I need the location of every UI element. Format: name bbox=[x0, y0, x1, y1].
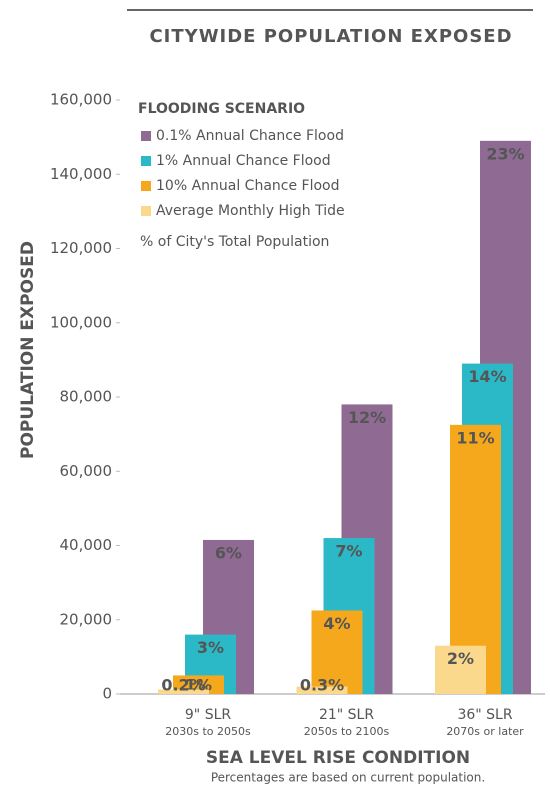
x-tick-sublabel: 2050s to 2100s bbox=[304, 725, 390, 738]
percent-label: 14% bbox=[468, 367, 506, 386]
legend-swatch bbox=[141, 131, 151, 141]
y-tick-label: 160,000 bbox=[50, 91, 112, 109]
legend-label: 1% Annual Chance Flood bbox=[156, 153, 331, 169]
legend-extra: % of City's Total Population bbox=[140, 234, 329, 250]
legend-label: Average Monthly High Tide bbox=[156, 203, 345, 219]
percent-label: 4% bbox=[323, 614, 350, 633]
x-tick-label: 36" SLR bbox=[457, 707, 512, 723]
y-tick-label: 60,000 bbox=[60, 462, 113, 480]
bar bbox=[173, 675, 224, 694]
bar bbox=[158, 689, 209, 694]
percent-label: 3% bbox=[197, 638, 224, 657]
footnote: Percentages are based on current populat… bbox=[211, 771, 485, 785]
x-tick-sublabel: 2070s or later bbox=[446, 725, 524, 738]
percent-label: 7% bbox=[335, 542, 362, 561]
percent-label: 12% bbox=[348, 408, 386, 427]
x-tick-sublabel: 2030s to 2050s bbox=[165, 725, 251, 738]
y-tick-label: 40,000 bbox=[60, 536, 113, 554]
legend-swatch bbox=[141, 181, 151, 191]
x-tick-label: 9" SLR bbox=[185, 707, 231, 723]
percent-label: 11% bbox=[456, 428, 494, 447]
percent-label: 23% bbox=[486, 144, 524, 163]
legend-swatch bbox=[141, 206, 151, 216]
bar bbox=[296, 686, 348, 694]
y-tick-label: 140,000 bbox=[50, 165, 112, 183]
x-axis-label: SEA LEVEL RISE CONDITION bbox=[206, 748, 470, 768]
y-axis-label: POPULATION EXPOSED bbox=[18, 241, 38, 459]
percent-label: 0.3% bbox=[300, 676, 344, 695]
chart-title: CITYWIDE POPULATION EXPOSED bbox=[149, 26, 512, 47]
legend-label: 0.1% Annual Chance Flood bbox=[156, 128, 344, 144]
percent-label: 0.2% bbox=[161, 676, 205, 695]
y-tick-label: 80,000 bbox=[60, 388, 113, 406]
y-tick-label: 20,000 bbox=[60, 610, 113, 628]
y-tick-label: 100,000 bbox=[50, 313, 112, 331]
x-tick-label: 21" SLR bbox=[319, 707, 374, 723]
percent-label: 2% bbox=[447, 649, 474, 668]
bar bbox=[435, 645, 486, 694]
percent-label: 6% bbox=[215, 543, 242, 562]
legend-label: 10% Annual Chance Flood bbox=[156, 178, 340, 194]
legend-title: FLOODING SCENARIO bbox=[138, 101, 305, 117]
bar bbox=[311, 610, 363, 694]
y-tick-label: 120,000 bbox=[50, 239, 112, 257]
legend-swatch bbox=[141, 156, 151, 166]
y-tick-label: 0 bbox=[102, 685, 112, 703]
